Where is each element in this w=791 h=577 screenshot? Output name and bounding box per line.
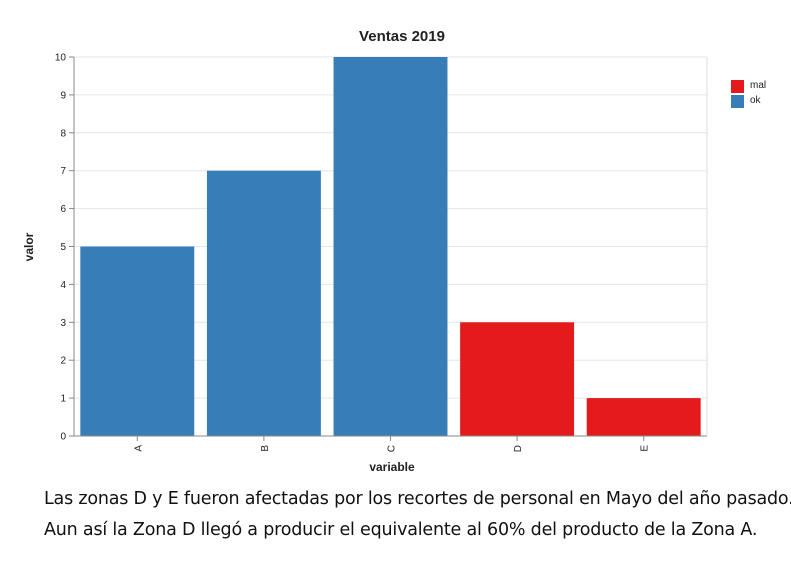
y-axis-label: valor xyxy=(22,232,36,261)
chart-title: Ventas 2019 xyxy=(359,28,445,45)
caption: Las zonas D y E fueron afectadas por los… xyxy=(44,484,791,546)
x-axis-ticks: A B C D E xyxy=(133,436,651,452)
x-tick-label: D xyxy=(513,445,524,452)
bar-b xyxy=(206,170,321,436)
legend-swatch-mal xyxy=(731,80,744,93)
y-tick-label: 9 xyxy=(60,90,66,101)
x-tick-label: E xyxy=(640,445,651,452)
y-tick-label: 2 xyxy=(60,356,66,367)
bars xyxy=(80,57,701,436)
legend-label-mal: mal xyxy=(750,80,766,91)
y-tick-label: 8 xyxy=(60,128,66,139)
y-tick-label: 10 xyxy=(55,53,67,64)
y-tick-label: 5 xyxy=(60,242,66,253)
bar-e xyxy=(586,398,701,436)
x-tick-label: B xyxy=(260,445,271,452)
legend-label-ok: ok xyxy=(750,95,762,106)
caption-line-2: Aun así la Zona D llegó a producir el eq… xyxy=(44,520,758,540)
y-tick-label: 3 xyxy=(60,318,66,329)
y-tick-label: 7 xyxy=(60,166,66,177)
y-tick-label: 4 xyxy=(60,280,66,291)
x-tick-label: A xyxy=(133,445,144,452)
y-tick-label: 0 xyxy=(60,432,66,443)
y-axis-ticks: 0 1 2 3 4 5 6 7 8 9 10 xyxy=(55,53,74,443)
y-tick-label: 6 xyxy=(60,204,66,215)
bar-c xyxy=(333,57,448,436)
x-tick-label: C xyxy=(387,445,398,452)
bar-d xyxy=(460,322,575,436)
caption-line-1: Las zonas D y E fueron afectadas por los… xyxy=(44,489,791,509)
bar-a xyxy=(80,246,195,436)
x-axis-label: variable xyxy=(369,460,415,474)
legend-swatch-ok xyxy=(731,95,744,108)
y-tick-label: 1 xyxy=(60,394,66,405)
legend: mal ok xyxy=(731,80,766,108)
